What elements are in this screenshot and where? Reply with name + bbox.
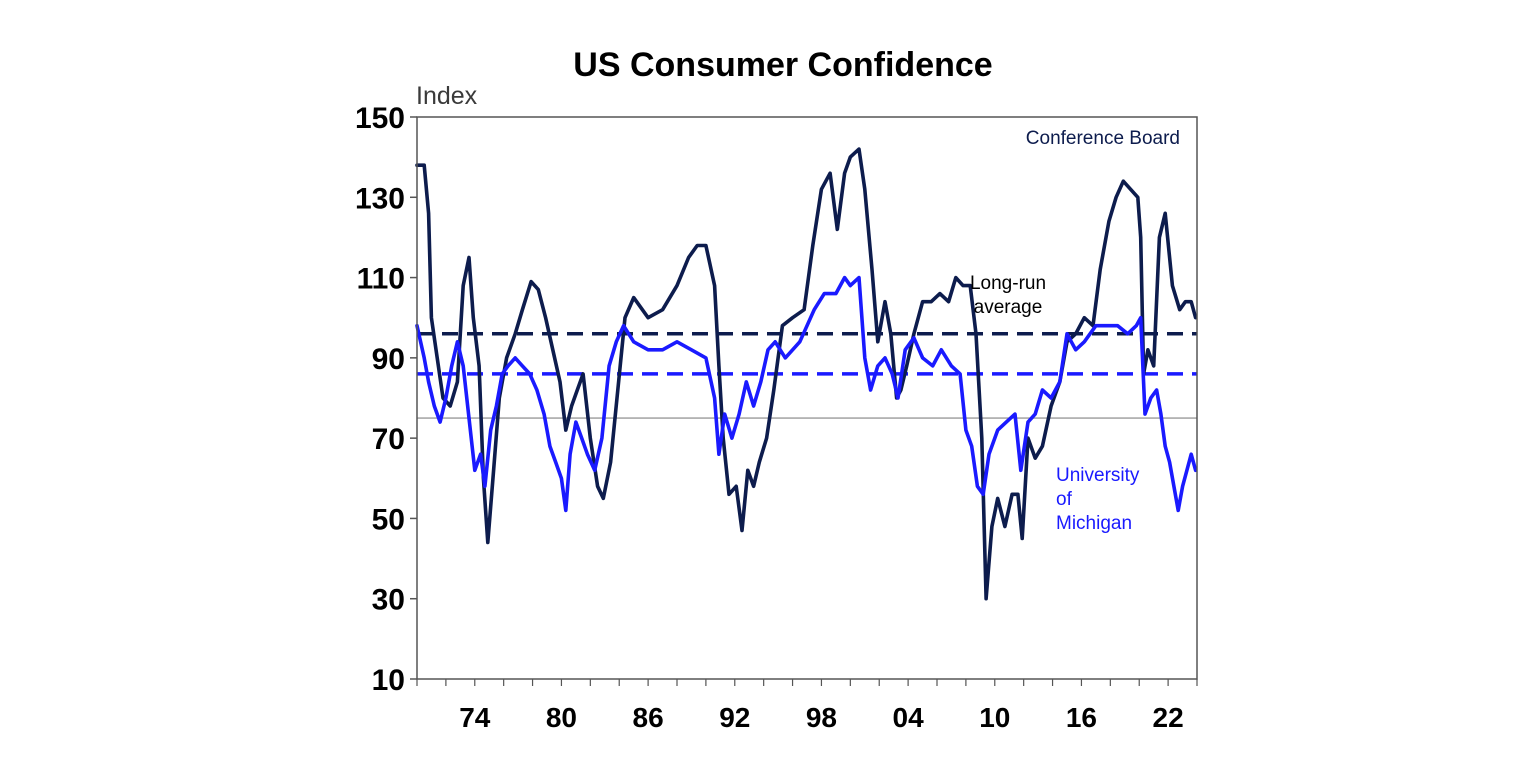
y-axis: 150 130 110 90 70 50 30 10 — [355, 102, 417, 697]
x-tick-label: 92 — [719, 702, 750, 733]
series-layer — [415, 147, 1198, 601]
y-tick-label: 130 — [355, 182, 405, 215]
x-tick-label: 04 — [893, 702, 925, 733]
michigan-label-line1: University — [1056, 465, 1140, 486]
plot-frame — [416, 116, 1198, 680]
x-tick-label: 10 — [979, 702, 1010, 733]
long-run-average-layer — [417, 332, 1197, 376]
michigan-label-line2: of — [1056, 489, 1073, 510]
michigan-label-line3: Michigan — [1056, 513, 1132, 534]
y-tick-label: 110 — [357, 263, 405, 296]
y-tick-label: 150 — [355, 102, 405, 135]
y-tick-label: 10 — [372, 664, 405, 697]
conference-board-label: Conference Board — [1026, 128, 1180, 149]
series-line-conference-board — [415, 147, 1198, 601]
x-tick-label: 16 — [1066, 702, 1097, 733]
x-tick-label: 86 — [633, 702, 664, 733]
x-tick-label: 22 — [1153, 702, 1184, 733]
x-tick-label: 74 — [459, 702, 491, 733]
x-tick-label: 98 — [806, 702, 837, 733]
x-tick-label: 80 — [546, 702, 577, 733]
long-run-label-line1: Long-run — [970, 273, 1046, 294]
y-axis-unit-label: Index — [416, 82, 478, 110]
y-tick-label: 30 — [372, 584, 405, 617]
y-tick-label: 50 — [372, 503, 405, 536]
long-run-label-line2: average — [974, 297, 1043, 318]
x-axis: 74 80 86 92 98 04 10 16 22 — [416, 679, 1198, 733]
y-tick-label: 70 — [372, 423, 405, 456]
chart-title: US Consumer Confidence — [573, 46, 992, 84]
series-line-university-of-michigan — [415, 275, 1198, 513]
y-tick-label: 90 — [372, 343, 405, 376]
